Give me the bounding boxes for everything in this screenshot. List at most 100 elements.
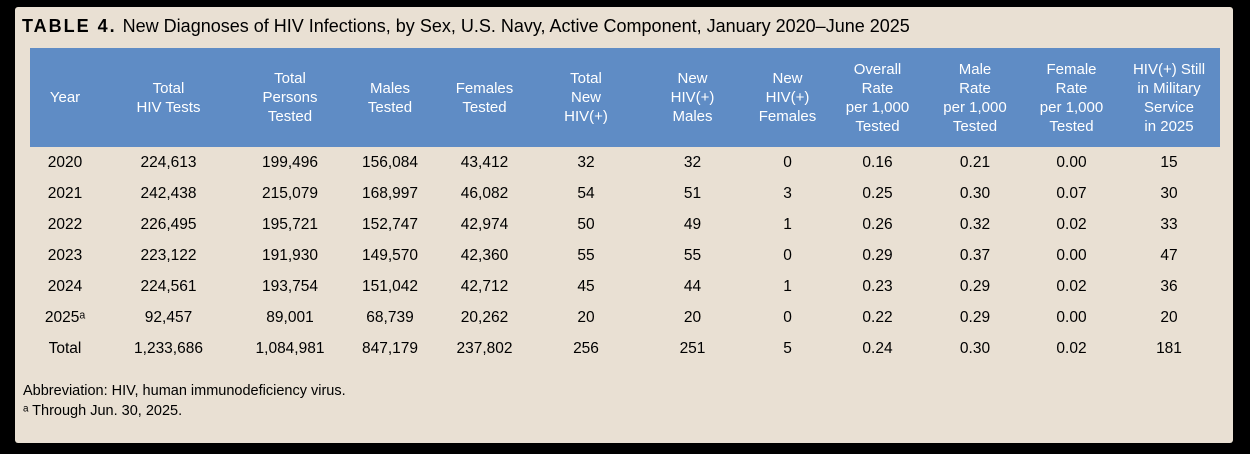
value-cell: 1 (783, 277, 792, 295)
value-cell: 1 (783, 215, 792, 233)
value-cell: 0.30 (959, 184, 991, 202)
column-header: Total HIV Tests (100, 48, 237, 147)
column-header: Male Rate per 1,000 Tested (925, 48, 1025, 147)
value-cell: 0.25 (862, 184, 893, 202)
column-header: Female Rate per 1,000 Tested (1025, 48, 1118, 147)
value-cell: 50 (577, 215, 595, 233)
value-cell: 0.23 (862, 277, 893, 295)
value-cell: 237,802 (456, 339, 513, 357)
value-cell: 0.00 (1056, 153, 1087, 171)
value-cell: 199,496 (261, 153, 319, 171)
value-cell: 46,082 (460, 184, 509, 202)
value-cell: 49 (683, 215, 702, 233)
value-cell: 68,739 (366, 308, 414, 326)
value-cell: 0.26 (862, 215, 893, 233)
footnotes: Abbreviation: HIV, human immunodeficienc… (23, 381, 346, 421)
value-cell: 156,084 (361, 153, 419, 171)
value-cell: 0.29 (959, 277, 991, 295)
value-cell: 55 (683, 246, 702, 264)
value-cell: 20,262 (460, 308, 509, 326)
value-cell: 0 (783, 308, 792, 326)
value-cell: 149,570 (361, 246, 419, 264)
value-cell: 0.16 (862, 153, 893, 171)
value-cell: 0.00 (1056, 246, 1087, 264)
table-title-text: New Diagnoses of HIV Infections, by Sex,… (122, 16, 910, 36)
value-cell: 224,613 (140, 153, 197, 171)
column-header: New HIV(+) Males (640, 48, 745, 147)
value-cell: 32 (683, 153, 702, 171)
value-cell: 0.00 (1056, 308, 1087, 326)
value-cell: 152,747 (361, 215, 419, 233)
value-cell: 20 (577, 308, 595, 326)
value-cell: 193,754 (261, 277, 319, 295)
table-title: TABLE 4. New Diagnoses of HIV Infections,… (22, 16, 910, 37)
hiv-diagnoses-table: Year Total HIV Tests Total Persons Tested M… (30, 48, 1220, 364)
column-header: Total Persons Tested (237, 48, 343, 147)
value-cell: 847,179 (361, 339, 419, 357)
value-cell: 32 (577, 153, 595, 171)
table-body: 2020 224,613 199,496 156,084 43,412 32 32 0 0.16… (30, 147, 1220, 364)
column-header: Total New HIV(+) (532, 48, 640, 147)
value-cell: 44 (683, 277, 702, 295)
value-cell: 0.02 (1056, 215, 1087, 233)
value-cell: 3 (783, 184, 792, 202)
value-cell: 168,997 (361, 184, 419, 202)
value-cell: 55 (577, 246, 595, 264)
year-cell: 2021 (47, 184, 83, 202)
column-header: Overall Rate per 1,000 Tested (830, 48, 925, 147)
year-cell: 2025ᵃ (44, 308, 86, 326)
value-cell: 42,712 (460, 277, 509, 295)
column-header: HIV(+) Still in Military Service in 2025 (1118, 48, 1220, 147)
value-cell: 45 (577, 277, 595, 295)
value-cell: 54 (577, 184, 595, 202)
value-cell: 151,042 (361, 277, 419, 295)
value-cell: 215,079 (261, 184, 319, 202)
value-cell: 256 (573, 339, 599, 357)
header-row: Year Total HIV Tests Total Persons Tested M… (30, 48, 1220, 147)
footnote-a: ᵃ Through Jun. 30, 2025. (23, 403, 183, 419)
value-cell: 0.07 (1056, 184, 1087, 202)
value-cell: 20 (1160, 308, 1178, 326)
value-cell: 33 (1160, 215, 1178, 233)
value-cell: 0.02 (1056, 277, 1087, 295)
column-header: Males Tested (343, 48, 437, 147)
table-header: Year Total HIV Tests Total Persons Tested M… (30, 48, 1220, 147)
value-cell: 0.37 (959, 246, 991, 264)
table-row: 2024 224,561 193,754 151,042 42,712 45 44 1 0.23… (30, 271, 1220, 302)
table-number-label: TABLE 4. (22, 16, 117, 36)
value-cell: 51 (683, 184, 702, 202)
value-cell: 92,457 (144, 308, 193, 326)
value-cell: 0.29 (959, 308, 991, 326)
value-cell: 223,122 (140, 246, 197, 264)
value-cell: 226,495 (140, 215, 197, 233)
value-cell: 0.24 (862, 339, 893, 357)
year-cell: 2020 (47, 153, 83, 171)
table-row: 2023 223,122 191,930 149,570 42,360 55 55 0 0.29… (30, 240, 1220, 271)
value-cell: 20 (683, 308, 702, 326)
value-cell: 15 (1160, 153, 1178, 171)
column-header: New HIV(+) Females (745, 48, 830, 147)
value-cell: 47 (1160, 246, 1178, 264)
year-cell: 2023 (47, 246, 83, 264)
year-cell: 2022 (47, 215, 83, 233)
value-cell: 0 (783, 246, 792, 264)
value-cell: 251 (679, 339, 706, 357)
column-header: Females Tested (437, 48, 532, 147)
value-cell: 43,412 (460, 153, 509, 171)
value-cell: 0.29 (862, 246, 893, 264)
value-cell: 181 (1156, 339, 1182, 357)
table-row: 2021 242,438 215,079 168,997 46,082 54 51 3 0.25… (30, 178, 1220, 209)
value-cell: 195,721 (261, 215, 319, 233)
value-cell: 0 (783, 153, 792, 171)
value-cell: 30 (1160, 184, 1178, 202)
value-cell: 42,360 (460, 246, 509, 264)
value-cell: 0.22 (862, 308, 893, 326)
table-row: 2020 224,613 199,496 156,084 43,412 32 32 0 0.16… (30, 147, 1220, 178)
value-cell: 1,233,686 (134, 339, 203, 357)
year-cell: 2024 (47, 277, 83, 295)
value-cell: 0.32 (959, 215, 991, 233)
year-cell: Total (48, 339, 82, 357)
value-cell: 0.02 (1056, 339, 1087, 357)
value-cell: 0.21 (959, 153, 991, 171)
